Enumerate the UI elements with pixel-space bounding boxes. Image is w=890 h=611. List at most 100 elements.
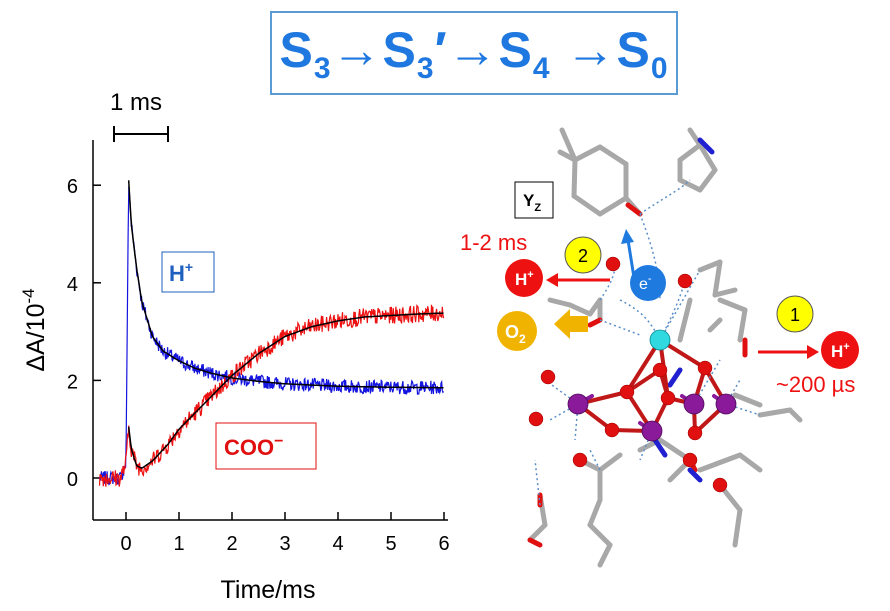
- proton-badge-2: H+: [821, 331, 859, 369]
- x-tick-label: 4: [332, 533, 343, 555]
- oxygen-bond: [625, 202, 643, 217]
- proton-release-arrow-2: [758, 345, 819, 359]
- x-tick-label: 1: [173, 533, 184, 555]
- oxo-oxygen-atom: [660, 390, 676, 406]
- manganese-atom: [715, 393, 737, 415]
- legend-h-plus: H+: [161, 251, 215, 293]
- kinetics-chart: 0 2 4 6 0 1 2 3 4 5 6 Time/ms ΔA/10-4 H+ COO−: [19, 140, 450, 604]
- carbon-bond: [757, 407, 793, 418]
- carbon-bond: [597, 542, 613, 568]
- svg-text:YZ: YZ: [523, 191, 541, 214]
- carbon-bond: [677, 142, 703, 163]
- x-tick-label: 0: [120, 533, 131, 555]
- water-oxygen-atom: [677, 273, 693, 289]
- x-tick-label: 6: [438, 533, 449, 555]
- carbon-bond: [572, 144, 603, 163]
- carbon-bond: [787, 407, 803, 423]
- y-tick-label: 2: [67, 371, 78, 393]
- carbon-bond: [571, 157, 578, 199]
- time-label-1-2ms: 1-2 ms: [460, 230, 527, 255]
- x-ticks: 0 1 2 3 4 5 6: [120, 512, 450, 555]
- svg-text:2: 2: [578, 246, 588, 266]
- carbon-bond: [571, 193, 603, 217]
- y-tick-label: 4: [67, 274, 78, 296]
- manganese-atom: [641, 420, 663, 442]
- svg-text:H+: H+: [515, 269, 534, 289]
- carbon-bond: [687, 127, 703, 148]
- x-tick-label: 3: [279, 533, 290, 555]
- carbon-bond: [737, 452, 763, 473]
- carbon-bond: [567, 302, 593, 317]
- nitrogen-bond: [652, 437, 668, 458]
- water-oxygen-atom: [682, 452, 698, 468]
- hydrogen-bond: [639, 179, 691, 215]
- hydrogen-bonds: [534, 179, 761, 506]
- legend-h-plus-box: [161, 251, 215, 293]
- step-1-marker: 1: [776, 295, 814, 333]
- scale-bar: 1 ms: [110, 89, 169, 142]
- proton-release-arrow-1: [546, 273, 610, 287]
- oxo-oxygen-atom: [697, 360, 713, 376]
- o2-release-arrow: [554, 309, 588, 339]
- carbon-bond: [717, 297, 748, 313]
- oxo-oxygen-atom: [619, 384, 635, 400]
- proton-badge-1: H+: [505, 259, 543, 297]
- manganese-atom: [567, 393, 589, 415]
- oxo-oxygen-atom: [652, 362, 668, 378]
- series-trace-0: [98, 186, 445, 486]
- y-tick-label: 6: [67, 176, 78, 198]
- y-ticks: 0 2 4 6: [67, 176, 101, 491]
- step-2-marker: 2: [564, 236, 602, 274]
- x-axis-label: Time/ms: [221, 576, 316, 604]
- carbon-bond: [597, 452, 623, 473]
- carbon-bond: [712, 287, 738, 298]
- carbon-bond: [597, 144, 629, 167]
- oxo-oxygen-atom: [687, 425, 703, 441]
- carbon-bond: [559, 127, 578, 163]
- carbon-bond: [697, 259, 723, 273]
- carbon-bond: [697, 142, 718, 173]
- calcium-atom: [649, 329, 671, 351]
- hydrogen-bond: [693, 359, 721, 405]
- oxo-oxygen-atom: [604, 422, 620, 438]
- y-tick-label: 0: [67, 469, 78, 491]
- carbon-bond: [587, 497, 603, 528]
- carbon-bond: [677, 297, 693, 343]
- carbon-bond: [707, 317, 723, 333]
- nitrogen-bond: [697, 137, 715, 155]
- svg-text:COO−: COO−: [224, 433, 283, 460]
- oxygen-bond: [527, 537, 543, 548]
- carbon-bond: [737, 307, 748, 343]
- water-oxygen-atom: [540, 369, 556, 385]
- svg-text:e-: e-: [639, 273, 652, 293]
- water-oxygen-atom: [528, 411, 544, 427]
- svg-text:O2: O2: [505, 322, 526, 346]
- svg-text:ΔA/10-4: ΔA/10-4: [19, 288, 50, 371]
- manganese-atom: [683, 393, 705, 415]
- series-fit-0: [127, 180, 444, 389]
- title: S3→S3′→S4 →S0: [279, 22, 669, 85]
- hydrogen-bond: [599, 319, 641, 336]
- yz-box: [514, 181, 554, 219]
- water-oxygen-atom: [605, 256, 621, 272]
- carbon-bond: [547, 297, 573, 308]
- carbon-bond: [697, 452, 743, 473]
- yz-text: Y: [523, 191, 535, 210]
- o2-badge: O2: [497, 311, 537, 351]
- legend-h-plus-label: H: [169, 261, 185, 286]
- svg-text:H+: H+: [169, 259, 193, 286]
- title-box: S3→S3′→S4 →S0: [270, 11, 678, 95]
- series-layer: [98, 180, 445, 487]
- nitrogen-bond: [667, 367, 683, 388]
- water-oxygen-atom: [712, 477, 728, 493]
- structure-atoms: [528, 256, 737, 493]
- svg-text:H+: H+: [831, 341, 850, 361]
- hydrogen-bond: [659, 269, 701, 341]
- hydrogen-bond: [589, 449, 601, 471]
- carbon-bond: [732, 507, 743, 548]
- nitrogen-bond: [687, 467, 703, 483]
- time-label-200us: ~200 µs: [776, 372, 855, 397]
- svg-text:1: 1: [790, 305, 800, 325]
- legend-coo-minus: COO−: [215, 422, 317, 470]
